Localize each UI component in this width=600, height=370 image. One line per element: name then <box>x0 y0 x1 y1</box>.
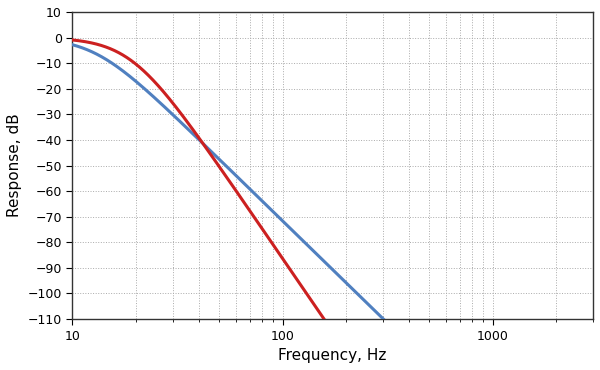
Y-axis label: Response, dB: Response, dB <box>7 114 22 218</box>
X-axis label: Frequency, Hz: Frequency, Hz <box>278 348 387 363</box>
